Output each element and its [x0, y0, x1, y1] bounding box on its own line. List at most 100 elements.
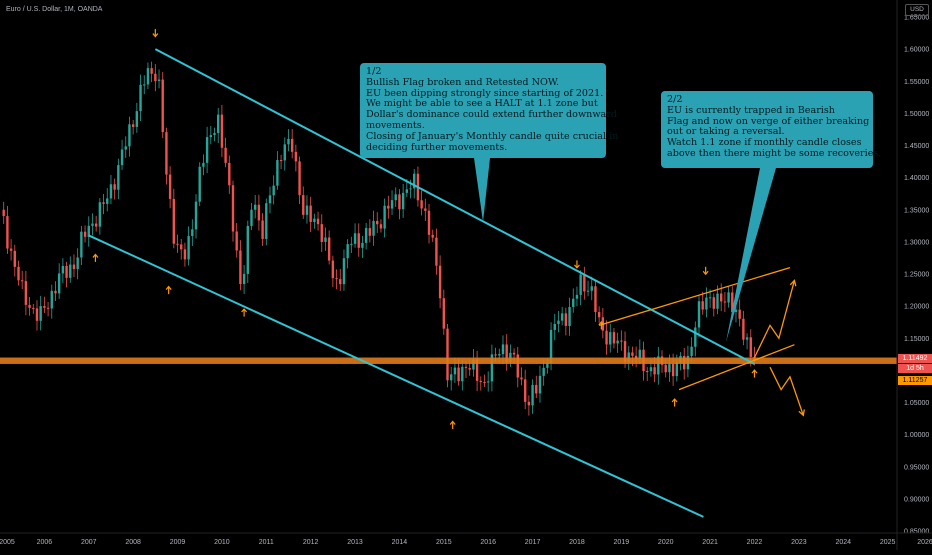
candle-body	[609, 332, 612, 345]
candle-body	[734, 309, 738, 313]
candle-body	[649, 367, 653, 372]
candle-body	[28, 304, 31, 308]
candle-body	[102, 202, 105, 204]
candle-body	[283, 144, 286, 161]
up-arrow-marker-head	[241, 308, 248, 313]
candle-body	[442, 298, 446, 329]
candle-body	[557, 320, 560, 325]
time-tick-label: 2012	[303, 539, 319, 546]
channel-lower-line	[88, 234, 704, 518]
candle-body	[350, 243, 353, 245]
candle-body	[91, 223, 94, 226]
candle-body	[154, 73, 157, 81]
price-tick-label: 1.35000	[904, 207, 929, 214]
candle-body	[719, 293, 723, 302]
projection-up-arrow-head	[789, 279, 797, 287]
time-tick-label: 2020	[658, 539, 674, 546]
candle-body	[531, 384, 534, 406]
time-tick-label: 2009	[170, 539, 186, 546]
candle-body	[697, 301, 701, 328]
candle-body	[9, 248, 13, 251]
candle-body	[253, 204, 257, 210]
candle-body	[564, 313, 568, 326]
candle-body	[39, 306, 42, 321]
candle-body	[220, 114, 224, 148]
candle-body	[106, 198, 109, 204]
channel-upper-line	[154, 48, 755, 365]
time-tick-label: 2017	[525, 539, 541, 546]
candle-body	[383, 205, 386, 229]
up-arrow-marker-head	[449, 420, 456, 425]
candle-body	[457, 367, 460, 382]
candle-body	[475, 359, 479, 381]
price-tick-label: 1.40000	[904, 175, 929, 182]
candle-body	[694, 327, 697, 347]
candle-body	[35, 308, 39, 321]
candle-body	[664, 364, 667, 373]
current-price-label: 1.11492	[898, 354, 932, 363]
candle-body	[376, 220, 379, 225]
down-arrow-marker	[152, 29, 159, 38]
note2-line: out or taking a reversal.	[667, 126, 785, 138]
down-arrow-marker-head	[152, 33, 159, 38]
candle-body	[505, 344, 508, 363]
candle-body	[261, 220, 264, 239]
candle-body	[572, 298, 575, 307]
candle-body	[461, 366, 464, 382]
candle-body	[361, 242, 364, 248]
currency-label[interactable]: USD	[905, 4, 929, 16]
candle-body	[139, 84, 142, 112]
down-arrow-marker	[702, 266, 709, 276]
candle-body	[379, 224, 383, 229]
candle-body	[157, 79, 161, 81]
up-arrow-marker	[241, 308, 248, 317]
analysis-note-1: 1/2 Bullish Flag broken and Retested NOW.…	[360, 63, 618, 158]
candle-body	[560, 313, 564, 321]
candle-body	[50, 290, 53, 309]
candle-body	[623, 341, 627, 363]
candle-body	[616, 340, 619, 344]
price-tick-label: 1.30000	[904, 239, 929, 246]
candle-body	[272, 185, 275, 196]
price-tick-label: 1.65000	[904, 15, 929, 22]
time-tick-label: 2026	[917, 539, 932, 546]
flag-upper-line	[598, 266, 791, 327]
up-arrow-marker	[598, 320, 605, 330]
down-arrow-marker-head	[573, 264, 580, 269]
candle-body	[109, 184, 113, 199]
candle-body	[546, 362, 549, 368]
candle-body	[20, 280, 24, 282]
candle-body	[620, 340, 623, 342]
candle-body	[723, 301, 727, 303]
candle-body	[708, 297, 712, 299]
note1-line: We might be able to see a HALT at 1.1 zo…	[366, 98, 598, 110]
candle-body	[176, 243, 179, 245]
candle-body	[268, 195, 272, 204]
candle-body	[542, 367, 545, 376]
candle-body	[339, 279, 342, 285]
candle-body	[183, 249, 187, 260]
price-tick-label: 1.25000	[904, 272, 929, 279]
price-tick-label: 1.50000	[904, 111, 929, 118]
candle-body	[331, 260, 335, 279]
candle-body	[335, 278, 338, 280]
note1-line: EU been dipping strongly since starting …	[366, 87, 604, 99]
candle-body	[198, 166, 201, 202]
time-tick-label: 2019	[614, 539, 630, 546]
candle-body	[213, 133, 216, 136]
up-arrow-marker-head	[751, 369, 758, 374]
candle-body	[65, 265, 68, 278]
candle-body	[446, 328, 449, 381]
candle-body	[727, 292, 730, 303]
candle-body	[438, 265, 442, 299]
time-tick-label: 2021	[702, 539, 718, 546]
support-zone	[0, 357, 897, 364]
candle-body	[486, 381, 490, 383]
candle-body	[43, 306, 46, 308]
candle-body	[98, 202, 102, 227]
candle-body	[464, 366, 468, 368]
candle-body	[483, 382, 486, 384]
price-tick-label: 1.20000	[904, 304, 929, 311]
candle-body	[527, 401, 531, 406]
